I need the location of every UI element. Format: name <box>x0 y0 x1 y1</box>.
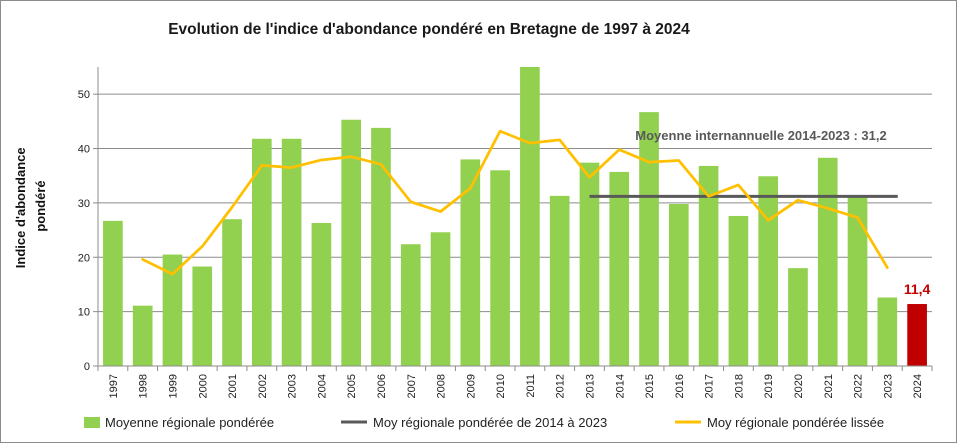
legend-swatch-bars <box>84 417 100 428</box>
x-tick-label: 2006 <box>376 374 388 398</box>
x-tick-label: 2011 <box>525 374 537 398</box>
legend-label-average: Moy régionale pondérée de 2014 à 2023 <box>373 415 607 430</box>
y-axis-label-line-2: pondéré <box>33 180 48 231</box>
bar <box>311 223 332 366</box>
y-tick-label: 10 <box>78 307 90 319</box>
x-tick-label: 2005 <box>346 374 358 398</box>
x-tick-label: 2022 <box>853 374 865 398</box>
y-tick-label: 30 <box>78 198 90 210</box>
legend: Moyenne régionale pondérée Moy régionale … <box>84 415 884 430</box>
x-tick-label: 2012 <box>555 374 567 398</box>
x-tick-label: 2008 <box>436 374 448 398</box>
x-tick-label: 2010 <box>495 374 507 398</box>
bar <box>728 215 749 366</box>
bar <box>579 162 600 366</box>
bar <box>549 195 570 366</box>
y-tick-label: 0 <box>84 361 90 373</box>
y-axis-label: Indice d'abondance pondéré <box>13 144 48 268</box>
x-tick-label: 2019 <box>763 374 775 398</box>
x-tick-label: 2002 <box>257 374 269 398</box>
bar <box>222 219 242 366</box>
bar <box>103 220 123 366</box>
bar <box>341 119 362 366</box>
data-label-2024: 11,4 <box>904 281 931 297</box>
average-annotation: Moyenne internannuelle 2014-2023 : 31,2 <box>635 128 886 143</box>
x-tick-label: 2003 <box>287 374 299 398</box>
bar-highlight <box>907 304 927 366</box>
chart-title: Evolution de l'indice d'abondance pondér… <box>168 21 690 38</box>
x-tick-label: 2009 <box>465 374 477 398</box>
bar <box>817 157 838 366</box>
legend-label-smoothed: Moy régionale pondérée lissée <box>707 415 884 430</box>
x-tick-label: 2017 <box>704 374 716 398</box>
x-tick-label: 1999 <box>167 374 179 398</box>
x-tick-label: 2007 <box>406 374 418 398</box>
axes: 0 10 20 30 40 50 1997 1998 1999 2000 2001 2002 2003 2… <box>78 67 933 398</box>
x-tick-label: 2015 <box>644 374 656 398</box>
bar <box>251 138 272 366</box>
bar <box>400 244 421 366</box>
bar <box>758 176 779 366</box>
bar <box>460 159 481 366</box>
y-tick-label: 20 <box>78 252 90 264</box>
x-tick-label: 2024 <box>912 374 924 398</box>
x-tick-label: 2013 <box>584 374 596 398</box>
smoothed-line <box>141 129 889 276</box>
x-tick-label: 2016 <box>674 374 686 398</box>
bar <box>698 165 719 366</box>
bar <box>192 266 213 366</box>
y-tick-label: 40 <box>78 144 90 156</box>
annotations: Moyenne internannuelle 2014-2023 : 31,2 1… <box>635 128 930 297</box>
bar <box>639 112 659 366</box>
x-tick-label: 2014 <box>614 374 626 398</box>
bar <box>788 268 808 366</box>
y-tick-label: 50 <box>78 89 90 101</box>
legend-label-bars: Moyenne régionale pondérée <box>105 415 274 430</box>
x-tick-label: 2023 <box>882 374 894 398</box>
bar <box>371 127 391 367</box>
bar <box>162 254 183 366</box>
bar <box>430 232 451 366</box>
smoothed-line-series <box>141 129 889 276</box>
bar <box>668 203 689 366</box>
x-tick-label: 2018 <box>733 374 745 398</box>
bar <box>281 138 302 366</box>
bar <box>132 305 153 366</box>
bar <box>877 297 898 366</box>
x-tick-label: 2004 <box>316 374 328 398</box>
bar <box>847 195 868 366</box>
x-tick-label: 1997 <box>108 374 120 398</box>
y-axis-label-line-1: Indice d'abondance <box>13 147 28 268</box>
x-tick-label: 2021 <box>823 374 835 398</box>
x-tick-label: 1998 <box>138 374 150 398</box>
bar <box>520 67 540 366</box>
x-tick-label: 2020 <box>793 374 805 398</box>
bar <box>609 171 630 366</box>
bar <box>490 170 510 366</box>
x-tick-label: 2000 <box>197 374 209 398</box>
x-tick-label: 2001 <box>227 374 239 398</box>
